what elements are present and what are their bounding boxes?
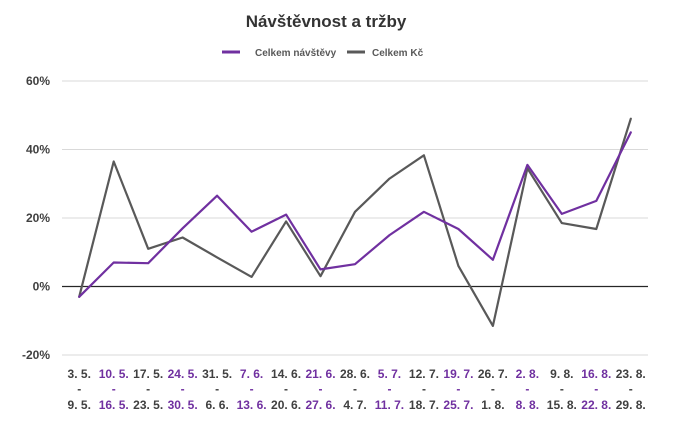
x-tick-end: 15. 8.	[547, 398, 577, 412]
x-tick-separator: -	[594, 382, 598, 396]
x-tick-label: 10. 5.- 16. 5.	[99, 367, 129, 412]
x-tick-end: 16. 5.	[99, 398, 129, 412]
x-tick-start: 24. 5.	[168, 367, 198, 381]
x-tick-start: 14. 6.	[271, 367, 301, 381]
x-tick-separator: -	[560, 382, 564, 396]
x-tick-end: 18. 7.	[409, 398, 439, 412]
x-tick-label: 24. 5.- 30. 5.	[168, 367, 198, 412]
x-tick-label: 23. 8.- 29. 8.	[616, 367, 646, 412]
x-tick-separator: -	[77, 382, 81, 396]
x-tick-start: 31. 5.	[202, 367, 232, 381]
x-tick-label: 2. 8.- 8. 8.	[516, 367, 539, 412]
x-tick-start: 26. 7.	[478, 367, 508, 381]
x-tick-end: 13. 6.	[237, 398, 267, 412]
x-tick-separator: -	[181, 382, 185, 396]
x-tick-end: 1. 8.	[481, 398, 504, 412]
x-tick-label: 12. 7.- 18. 7.	[409, 367, 439, 412]
legend-item-visits: Celkem návštěvy	[222, 48, 337, 59]
x-tick-separator: -	[250, 382, 254, 396]
x-tick-label: 28. 6.- 4. 7.	[340, 367, 370, 412]
x-tick-label: 26. 7.- 1. 8.	[478, 367, 508, 412]
x-tick-separator: -	[422, 382, 426, 396]
legend-label-visits: Celkem návštěvy	[255, 48, 337, 59]
x-tick-separator: -	[353, 382, 357, 396]
y-axis: -20% 0% 20% 40% 60%	[22, 74, 50, 362]
x-tick-end: 4. 7.	[343, 398, 366, 412]
x-tick-separator: -	[284, 382, 288, 396]
x-tick-end: 11. 7.	[375, 398, 404, 412]
x-tick-label: 17. 5.- 23. 5.	[133, 367, 163, 412]
x-tick-start: 16. 8.	[581, 367, 611, 381]
x-tick-label: 3. 5.- 9. 5.	[68, 367, 91, 412]
x-tick-end: 30. 5.	[168, 398, 198, 412]
x-tick-start: 3. 5.	[68, 367, 91, 381]
x-tick-start: 5. 7.	[378, 367, 401, 381]
legend-item-revenue: Celkem Kč	[347, 48, 424, 59]
x-tick-start: 7. 6.	[240, 367, 263, 381]
x-tick-start: 17. 5.	[133, 367, 163, 381]
series-line-visits	[78, 131, 632, 298]
x-tick-end: 8. 8.	[516, 398, 539, 412]
y-tick-label: 20%	[26, 211, 50, 225]
x-tick-label: 21. 6.- 27. 6.	[306, 367, 336, 412]
x-tick-separator: -	[112, 382, 116, 396]
x-tick-start: 2. 8.	[516, 367, 539, 381]
y-tick-label: 60%	[26, 74, 50, 88]
x-tick-end: 22. 8.	[581, 398, 611, 412]
legend: Celkem návštěvy Celkem Kč	[222, 48, 424, 59]
x-tick-separator: -	[387, 382, 391, 396]
x-tick-label: 16. 8.- 22. 8.	[581, 367, 611, 412]
x-tick-start: 21. 6.	[306, 367, 336, 381]
x-tick-label: 5. 7.- 11. 7.	[375, 367, 404, 412]
x-tick-separator: -	[629, 382, 633, 396]
x-tick-end: 9. 5.	[68, 398, 91, 412]
x-tick-label: 14. 6.- 20. 6.	[271, 367, 301, 412]
x-tick-start: 9. 8.	[550, 367, 573, 381]
x-tick-label: 31. 5.- 6. 6.	[202, 367, 232, 412]
x-tick-start: 28. 6.	[340, 367, 370, 381]
x-tick-start: 23. 8.	[616, 367, 646, 381]
legend-label-revenue: Celkem Kč	[372, 48, 424, 59]
y-tick-label: -20%	[22, 348, 50, 362]
x-tick-separator: -	[215, 382, 219, 396]
x-tick-separator: -	[319, 382, 323, 396]
x-tick-end: 20. 6.	[271, 398, 301, 412]
y-tick-label: 40%	[26, 143, 50, 157]
x-tick-end: 25. 7.	[443, 398, 473, 412]
gridlines	[62, 80, 648, 356]
x-tick-separator: -	[456, 382, 460, 396]
x-tick-end: 27. 6.	[306, 398, 336, 412]
x-tick-end: 6. 6.	[205, 398, 228, 412]
chart-title: Návštěvnost a tržby	[246, 12, 407, 31]
x-tick-separator: -	[491, 382, 495, 396]
series-lines	[78, 117, 632, 327]
x-tick-label: 19. 7.- 25. 7.	[443, 367, 473, 412]
x-tick-label: 7. 6.- 13. 6.	[237, 367, 267, 412]
x-axis: 3. 5.-9. 5.10. 5.-16. 5.17. 5.-23. 5.24.…	[68, 367, 646, 412]
x-tick-end: 29. 8.	[616, 398, 646, 412]
x-tick-start: 19. 7.	[443, 367, 473, 381]
y-tick-label: 0%	[33, 280, 51, 294]
x-tick-label: 9. 8.- 15. 8.	[547, 367, 577, 412]
x-tick-start: 12. 7.	[409, 367, 439, 381]
x-tick-separator: -	[525, 382, 529, 396]
x-tick-separator: -	[146, 382, 150, 396]
x-tick-end: 23. 5.	[133, 398, 163, 412]
x-tick-start: 10. 5.	[99, 367, 129, 381]
